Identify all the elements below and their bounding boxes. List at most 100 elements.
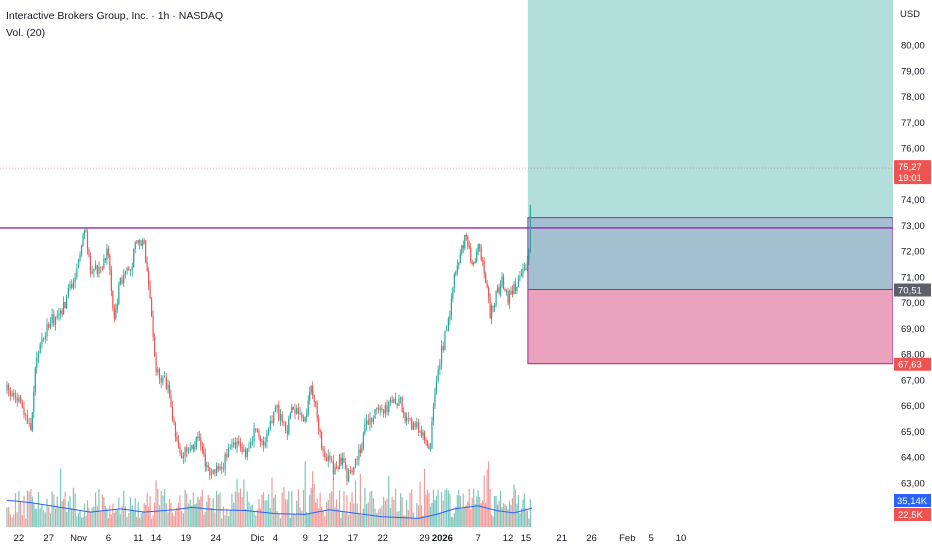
candle: [44, 336, 46, 339]
volume-bar: [49, 513, 52, 527]
candle: [489, 297, 491, 319]
volume-bar: [200, 496, 202, 527]
volume-bar: [276, 510, 278, 527]
candle: [233, 442, 235, 445]
volume-bar: [41, 503, 43, 527]
candle: [291, 407, 293, 413]
candle: [459, 253, 461, 263]
candle: [440, 346, 443, 365]
volume-bar: [6, 507, 8, 527]
volume-bar: [461, 509, 463, 527]
candle: [528, 252, 530, 259]
candle: [26, 415, 29, 424]
stop-zone: [527, 289, 893, 364]
volume-bar: [54, 508, 57, 527]
volume-bar: [462, 493, 464, 527]
candle: [348, 470, 350, 482]
volume-bar: [167, 512, 169, 527]
candle: [56, 315, 58, 318]
volume-bar: [93, 506, 95, 527]
candle: [121, 277, 123, 284]
candle: [374, 409, 376, 419]
candle: [25, 414, 27, 416]
stop-price-tag: [894, 357, 931, 371]
volume-bar: [315, 502, 317, 527]
volume-bar: [351, 492, 353, 527]
candle: [476, 251, 478, 262]
time-tick-label: 10: [676, 533, 687, 544]
volume-bar: [23, 495, 25, 527]
candle: [455, 271, 457, 275]
candle: [362, 433, 364, 448]
candle: [248, 447, 250, 449]
volume-bar: [253, 511, 255, 527]
volume-bar: [241, 496, 243, 527]
volume-bar: [404, 515, 406, 527]
volume-bar: [221, 518, 223, 527]
volume-bar: [140, 513, 142, 527]
volume-bar: [306, 511, 308, 527]
volume-bar: [498, 500, 500, 527]
volume-bar: [13, 514, 15, 527]
volume-bar: [353, 503, 355, 527]
volume-bar: [229, 509, 231, 527]
volume-ma-tag-text: 35,14K: [897, 496, 928, 507]
volume-bar: [110, 514, 112, 527]
time-tick-label: 15: [521, 533, 532, 544]
candle: [143, 240, 145, 242]
candle: [465, 234, 467, 237]
candle: [13, 393, 15, 397]
candle: [379, 408, 381, 410]
candle: [458, 262, 460, 266]
volume-bar: [37, 491, 40, 527]
candle: [206, 465, 208, 467]
candle: [231, 444, 233, 448]
volume-bar: [474, 503, 476, 527]
chart-legend: Interactive Brokers Group, Inc. · 1h · N…: [6, 8, 223, 42]
volume-bar: [262, 492, 265, 527]
volume-bar: [26, 490, 29, 527]
entry-box: [527, 217, 893, 290]
volume-bar: [437, 489, 439, 527]
volume-bar: [16, 512, 18, 527]
candle: [288, 418, 290, 435]
price-tick-label: 69,00: [901, 324, 925, 335]
candle: [23, 407, 25, 415]
volume-bar: [301, 510, 303, 527]
candle: [398, 398, 400, 406]
candle: [152, 316, 154, 337]
volume-bar: [348, 514, 350, 527]
volume-bar: [273, 497, 275, 527]
candle: [182, 456, 184, 459]
currency-label: USD: [900, 9, 920, 20]
volume-bar: [66, 511, 68, 527]
volume-bar: [248, 501, 250, 527]
volume-bar: [71, 508, 73, 527]
candle: [164, 376, 166, 378]
candle: [315, 401, 317, 403]
volume-bar: [505, 505, 508, 527]
volume-bar: [371, 490, 373, 527]
volume-bar: [76, 516, 78, 527]
candle: [471, 262, 473, 264]
candle: [434, 391, 436, 407]
volume-bar: [452, 517, 454, 527]
candle: [281, 414, 283, 423]
volume-bar: [255, 515, 257, 527]
volume-bar: [419, 481, 421, 527]
candle: [522, 269, 524, 276]
volume-bar: [186, 493, 188, 527]
candle: [450, 298, 452, 316]
candle: [8, 384, 10, 391]
candle: [227, 448, 230, 458]
volume-bar: [520, 508, 523, 527]
volume-bar: [192, 492, 194, 527]
volume-bar: [86, 500, 89, 527]
volume-bar: [85, 515, 87, 527]
price-tick-label: 78,00: [901, 92, 925, 103]
volume-bar: [455, 506, 457, 527]
candle: [19, 397, 22, 402]
volume-tag-text: 22,5K: [898, 510, 923, 521]
candle: [377, 407, 380, 410]
